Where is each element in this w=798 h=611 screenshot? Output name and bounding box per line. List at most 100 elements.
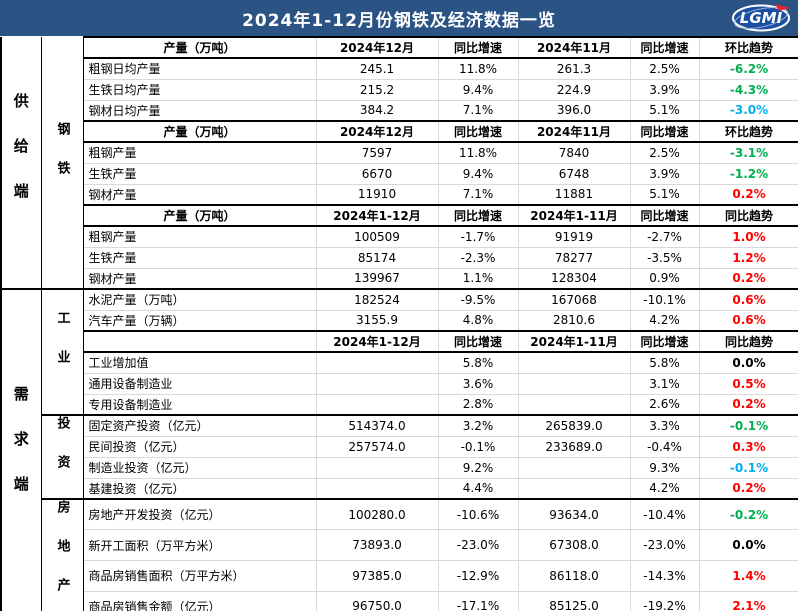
header-cell [83,330,317,353]
value-cell [518,478,631,500]
header-cell: 同比增速 [630,120,700,143]
value-cell: 5.1% [630,100,700,122]
indicator-label-cell: 汽车产量（万辆） [83,310,317,332]
value-cell: 11881 [518,184,631,206]
value-cell: 245.1 [316,58,439,80]
logo-text: LGMI [740,9,783,27]
indicator-label-cell: 生铁日均产量 [83,79,317,101]
value-cell: 396.0 [518,100,631,122]
table-row: 民间投资（亿元） 257574.0 -0.1% 233689.0 -0.4% 0.3% [1,436,798,458]
trend-value-cell: -0.1% [699,457,798,479]
section-label: 需求端 [1,288,42,611]
header-cell: 2024年12月 [316,120,439,143]
value-cell: 3.1% [630,373,700,395]
value-cell: 7597 [316,142,439,164]
header-row: 供给端 钢铁 产量（万吨） 2024年12月 同比增速 2024年11月 同比增速 环比趋势 [1,36,798,290]
value-cell: 11910 [316,184,439,206]
header-cell: 同比增速 [438,120,519,143]
value-cell: 261.3 [518,58,631,80]
header-row: 产量（万吨） 2024年12月 同比增速 2024年11月 同比增速 环比趋势 [1,120,798,143]
value-cell: 6670 [316,163,439,185]
value-cell: 97385.0 [316,560,439,592]
table-row: 粗钢产量 100509 -1.7% 91919 -2.7% 1.0% [1,226,798,248]
trend-value-cell: -4.3% [699,79,798,101]
value-cell: 9.2% [438,457,519,479]
value-cell: 9.4% [438,79,519,101]
table-row: 投资 固定资产投资（亿元） 514374.0 3.2% 265839.0 3.3% -0.1… [1,414,798,500]
indicator-label-cell: 钢材产量 [83,268,317,290]
page-title: 2024年1-12月份钢铁及经济数据一览 [242,10,556,31]
value-cell: -23.0% [630,529,700,561]
header-cell: 产量（万吨） [83,120,317,143]
group-label-text: 工业 [54,311,70,389]
table-row: 需求端 工业 水泥产量（万吨） 182524 -9.5% 167068 -10.1% 0.6% [1,288,798,611]
value-cell: 5.1% [630,184,700,206]
trend-value-cell: 0.0% [699,529,798,561]
header-row: 2024年1-12月 同比增速 2024年1-11月 同比增速 同比趋势 [1,330,798,353]
table-row: 新开工面积（万平方米） 73893.0 -23.0% 67308.0 -23.0% 0.0… [1,529,798,561]
header-cell: 产量（万吨） [83,204,317,227]
table-row: 汽车产量（万辆） 3155.9 4.8% 2810.6 4.2% 0.6% [1,310,798,332]
value-cell: 93634.0 [518,498,631,531]
value-cell: 2.8% [438,394,519,416]
value-cell: 3.9% [630,79,700,101]
value-cell: 91919 [518,226,631,248]
data-table-body: 供给端 钢铁 产量（万吨） 2024年12月 同比增速 2024年11月 同比增速 环比趋势粗… [1,36,798,611]
header-cell: 2024年12月 [316,36,439,59]
indicator-label-cell: 钢材日均产量 [83,100,317,122]
group-label-text: 投资 [54,416,70,494]
header-cell: 2024年1-12月 [316,330,439,353]
trend-value-cell: -0.2% [699,498,798,531]
header-cell: 同比增速 [438,36,519,59]
group-label-text: 房地产 [54,500,70,611]
value-cell: 86118.0 [518,560,631,592]
value-cell: 2.6% [630,394,700,416]
trend-value-cell: 0.6% [699,288,798,311]
table-row: 钢材产量 139967 1.1% 128304 0.9% 0.2% [1,268,798,290]
header-cell: 2024年1-11月 [518,204,631,227]
section-label-text: 供给端 [11,93,30,228]
table-row: 基建投资（亿元） 4.4% 4.2% 0.2% [1,478,798,500]
value-cell [316,478,439,500]
trend-value-cell: 0.2% [699,184,798,206]
value-cell: -10.6% [438,498,519,531]
trend-value-cell: -6.2% [699,58,798,80]
value-cell: -23.0% [438,529,519,561]
value-cell: 100509 [316,226,439,248]
indicator-label-cell: 粗钢产量 [83,142,317,164]
value-cell: 9.4% [438,163,519,185]
value-cell: 233689.0 [518,436,631,458]
header-cell: 2024年1-11月 [518,330,631,353]
section-label: 供给端 [1,37,42,290]
value-cell: 2.5% [630,58,700,80]
value-cell: 0.9% [630,268,700,290]
header-cell: 同比增速 [438,330,519,353]
lgmi-logo-icon: LGMI [731,3,793,37]
indicator-label-cell: 工业增加值 [83,352,317,374]
table-row: 生铁产量 6670 9.4% 6748 3.9% -1.2% [1,163,798,185]
value-cell: -19.2% [630,591,700,611]
value-cell: -17.1% [438,591,519,611]
trend-value-cell: -1.2% [699,163,798,185]
value-cell [316,352,439,374]
table-row: 商品房销售金额（亿元） 96750.0 -17.1% 85125.0 -19.2% 2.1… [1,591,798,611]
value-cell: 3.3% [630,414,700,437]
indicator-label-cell: 粗钢日均产量 [83,58,317,80]
value-cell [316,457,439,479]
indicator-label-cell: 粗钢产量 [83,226,317,248]
group-label: 投资 [41,414,84,500]
section-label-text: 需求端 [11,386,30,521]
indicator-label-cell: 商品房销售面积（万平方米） [83,560,317,592]
indicator-label-cell: 钢材产量 [83,184,317,206]
value-cell: 3.6% [438,373,519,395]
value-cell [316,394,439,416]
group-label: 钢铁 [41,37,84,290]
header-cell: 同比趋势 [699,204,798,227]
value-cell: 224.9 [518,79,631,101]
table-row: 制造业投资（亿元） 9.2% 9.3% -0.1% [1,457,798,479]
value-cell: 3155.9 [316,310,439,332]
value-cell: 85174 [316,247,439,269]
value-cell [518,394,631,416]
value-cell: 1.1% [438,268,519,290]
header-cell: 产量（万吨） [83,36,317,59]
